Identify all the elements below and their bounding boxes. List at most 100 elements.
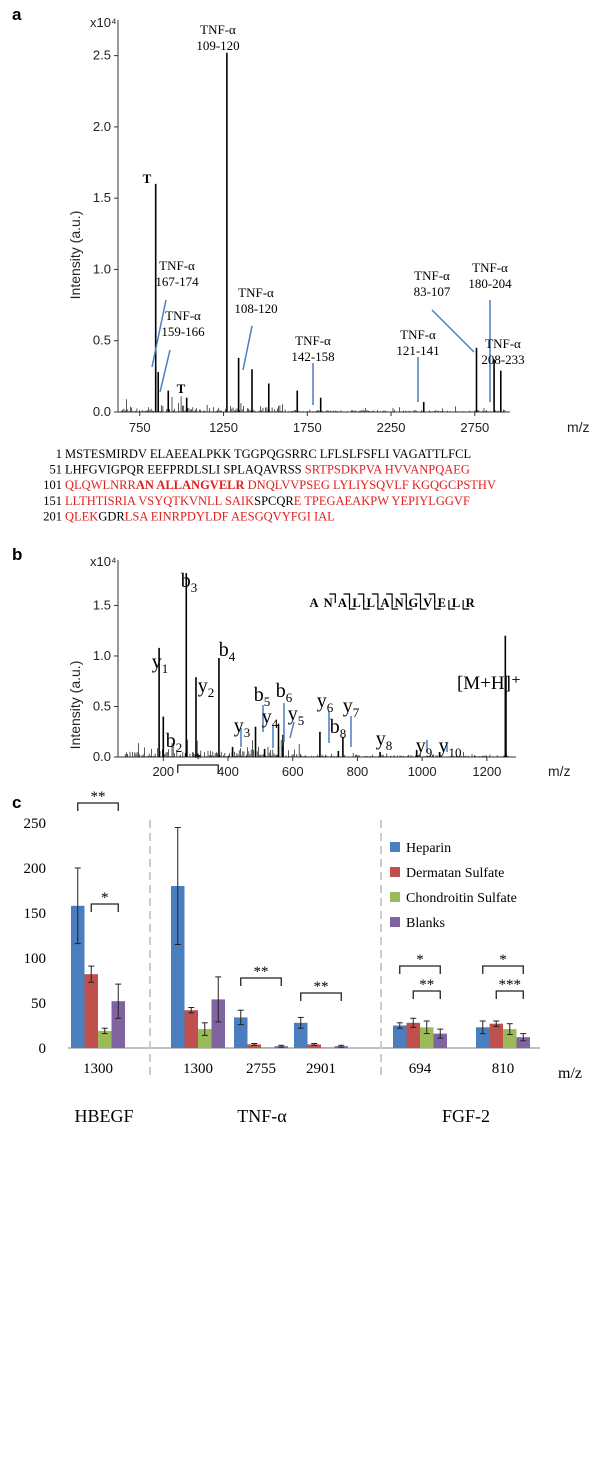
panel-b-exponent: x10⁴	[90, 554, 117, 569]
fragment-ion-index: 2	[208, 685, 215, 700]
panel-c-y-tick-label: 50	[31, 996, 46, 1012]
panel-b-y-tick-label: 1.0	[93, 648, 111, 663]
sequence-segment: QLQWLNRR	[65, 478, 136, 492]
sequence-line: LLTHTISRIA VSYQTKVNLL SAIKSPCQRE TPEGAEA…	[65, 494, 470, 508]
peptide-residue: L	[452, 596, 460, 610]
fragment-ion-label: b6	[276, 680, 293, 705]
panel-c-group-label: HBEGF	[74, 1106, 133, 1126]
bar-blanks	[111, 1001, 125, 1048]
fragment-ion-type: y	[234, 715, 244, 737]
bar-dermatan-sulfate	[84, 974, 98, 1048]
significance-bracket	[240, 977, 282, 986]
panel-a-y-tick-label: 0.5	[93, 333, 111, 348]
y-ion-bracket	[405, 600, 413, 610]
panel-b-xlabel: m/z	[548, 763, 571, 779]
fragment-ion-index: 4	[272, 716, 279, 731]
fragment-ion-index: 8	[386, 738, 393, 753]
panel-b-x-tick-label: 1200	[472, 764, 501, 779]
panel-c-category-label: 694	[409, 1061, 432, 1077]
panel-a-peak-label: TNF-α 159-166	[161, 308, 205, 339]
fragment-ion-label: y7	[343, 695, 360, 720]
sequence-segment: LLTHTISRIA VSYQTKVNLL SAIK	[65, 494, 254, 508]
fragment-ion-index: 1	[162, 661, 169, 676]
panel-a-peak-label-line1: TNF-α	[414, 268, 450, 283]
panel-a-leader-line	[151, 299, 167, 368]
panel-b-x-tick-label: 800	[347, 764, 369, 779]
panel-b-ylabel: Intensity (a.u.)	[67, 661, 83, 750]
panel-c-y-tick-label: 200	[24, 861, 47, 877]
significance-bracket	[412, 990, 441, 999]
fragment-ion-label: y5	[288, 703, 305, 728]
panel-a-peak-label: TNF-α 167-174	[155, 258, 199, 289]
bar-chondroitin-sulfate	[420, 1027, 434, 1048]
fragment-ion-index: 3	[191, 580, 198, 595]
bar-dermatan-sulfate	[489, 1023, 503, 1048]
bar-blanks	[516, 1037, 530, 1048]
sequence-line: QLEKGDRLSA EINRPDYLDF AESGQVYFGI IAL	[65, 509, 335, 523]
panel-a: a x10⁴ Intensity (a.u.) m/z 750 1250 1750 2…	[12, 5, 590, 435]
fragment-ion-label: y10	[439, 735, 462, 760]
panel-a-peak-label-line2: 109-120	[196, 38, 239, 53]
panel-c-category-label: 1300	[183, 1061, 213, 1077]
panel-a-ticks: 750 1250 1750 2250 2750 0.0 0.5 1.0 1.5 2.0 2.5	[93, 20, 510, 435]
fragment-ion-index: 5	[298, 713, 305, 728]
bar-dermatan-sulfate	[247, 1044, 261, 1048]
sequence-line: QLQWLNRRAN ALLANGVELR DNQLVVPSEG LYLIYSQ…	[65, 478, 496, 492]
fragment-ion-type: b	[181, 570, 191, 592]
peptide-residue: V	[423, 596, 432, 610]
panel-a-exponent: x10⁴	[90, 15, 117, 30]
fragment-ion-type: b	[219, 639, 229, 661]
panel-a-peak-label-line2: 180-204	[468, 276, 512, 291]
bar-heparin	[393, 1025, 407, 1048]
fragment-ion-index: 6	[286, 690, 293, 705]
fragment-ion-label: b3	[181, 570, 198, 595]
peptide-residue: A	[380, 596, 389, 610]
panel-b-y-tick-label: 0.0	[93, 749, 111, 764]
panel-a-peak-label-line1: TNF-α	[472, 260, 508, 275]
peptide-residue: A	[338, 596, 347, 610]
panel-c-y-tick-label: 100	[24, 951, 47, 967]
fragment-ion-label: b2	[166, 730, 183, 755]
panel-b-x-tick-label: 1000	[408, 764, 437, 779]
legend-label: Blanks	[406, 916, 445, 931]
panel-c-category-label: 1300	[83, 1061, 113, 1077]
panel-b-y-tick-label: 0.5	[93, 698, 111, 713]
sequence-segment: MSTESMIRDV ELAEEALPKK TGGPQGSRRC LFLSLFS…	[65, 447, 471, 461]
legend-label: Dermatan Sulfate	[406, 866, 504, 881]
sequence-segment: GDR	[98, 509, 125, 523]
panel-a-peak-label-line2: 167-174	[155, 274, 199, 289]
fragment-ion-type: y	[262, 706, 272, 728]
panel-letter-b: b	[12, 545, 22, 564]
peptide-residue: L	[367, 596, 375, 610]
legend-label: Heparin	[406, 841, 451, 856]
panel-c-category-label: 2755	[246, 1061, 276, 1077]
panel-letter-a: a	[12, 5, 22, 24]
panel-a-x-tick-label: 2250	[377, 420, 406, 435]
significance-bracket	[482, 965, 524, 974]
fragment-ion-index: 8	[340, 726, 347, 741]
sequence-line: LHFGVIGPQR EEFPRDLSLI SPLAQAVRSS SRTPSDK…	[65, 463, 470, 477]
bar-chondroitin-sulfate	[261, 1047, 275, 1048]
bar-dermatan-sulfate	[184, 1010, 198, 1048]
significance-stars: **	[314, 979, 329, 995]
fragment-ion-type: b	[276, 680, 286, 702]
sequence-line-number: 201	[43, 509, 62, 523]
sequence-segment: DNQLVVPSEG LYLIYSQVLF KGQGCPSTHV	[245, 478, 496, 492]
panel-c-y-tick-label: 250	[24, 816, 47, 832]
panel-a-x-tick-label: 750	[129, 420, 151, 435]
fragment-ion-type: y	[317, 690, 327, 712]
peptide-residue: N	[395, 596, 404, 610]
peptide-residue: G	[409, 596, 419, 610]
panel-a-x-tick-label: 1250	[209, 420, 238, 435]
panel-letter-c: c	[12, 793, 21, 812]
fragment-ion-type: y	[198, 675, 208, 697]
panel-a-y-tick-label: 0.0	[93, 404, 111, 419]
fragment-ion-label: b4	[219, 639, 236, 664]
fragment-ion-index: 5	[264, 694, 271, 709]
panel-a-peak-label-line1: TNF-α	[159, 258, 195, 273]
panel-a-y-tick-label: 2.5	[93, 48, 111, 63]
y-ion-bracket	[448, 600, 455, 610]
fragment-ion-type: y	[416, 735, 426, 757]
